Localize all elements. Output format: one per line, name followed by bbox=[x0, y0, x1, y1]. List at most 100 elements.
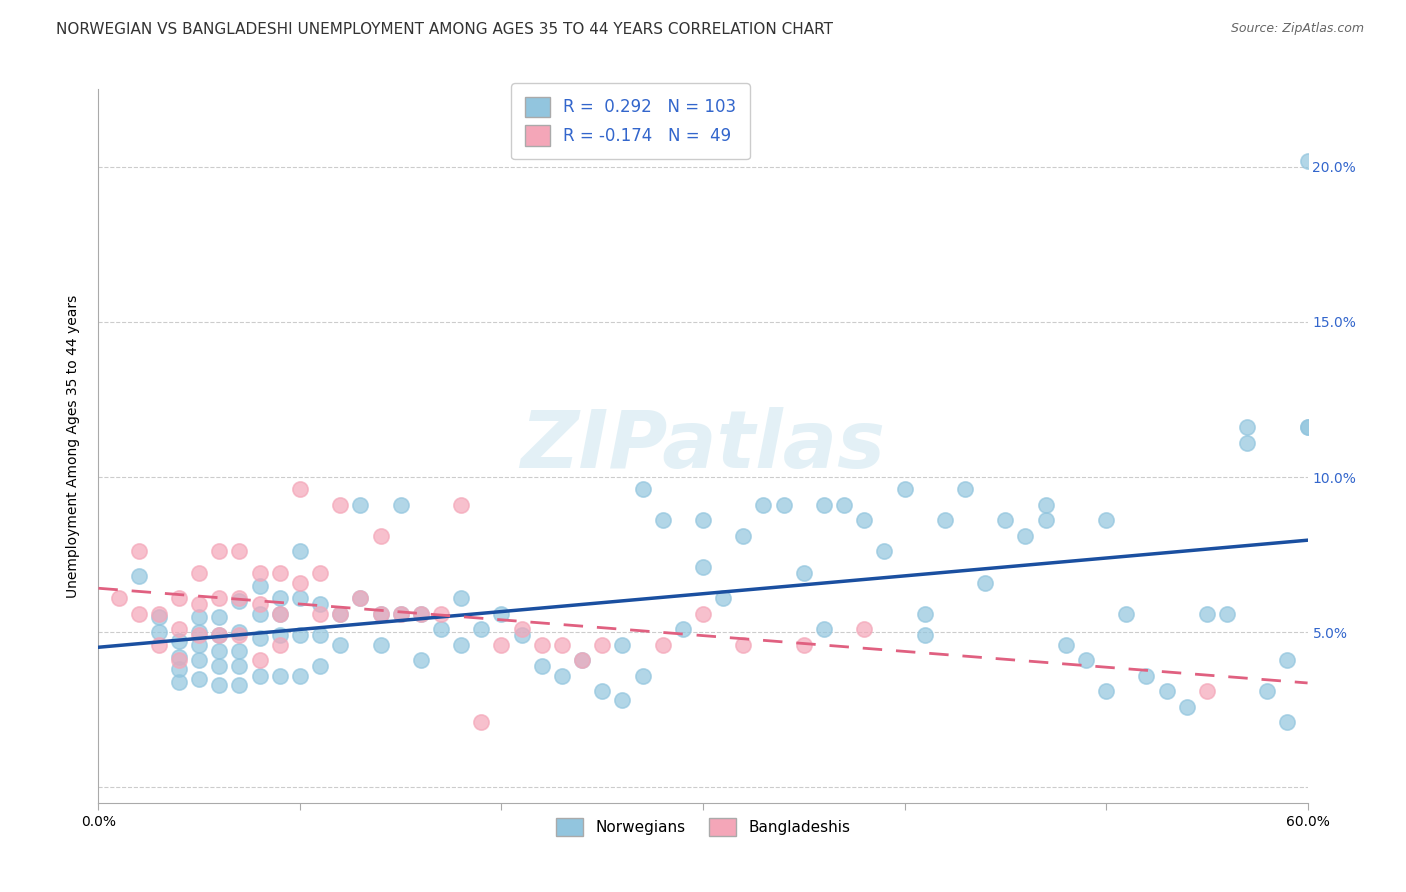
Point bbox=[370, 638, 392, 652]
Point bbox=[430, 607, 453, 621]
Point bbox=[188, 653, 211, 667]
Point bbox=[148, 638, 170, 652]
Point bbox=[612, 693, 634, 707]
Point bbox=[470, 715, 492, 730]
Point bbox=[288, 628, 311, 642]
Point bbox=[269, 668, 291, 682]
Point bbox=[208, 659, 231, 673]
Point bbox=[148, 625, 170, 640]
Text: NORWEGIAN VS BANGLADESHI UNEMPLOYMENT AMONG AGES 35 TO 44 YEARS CORRELATION CHAR: NORWEGIAN VS BANGLADESHI UNEMPLOYMENT AM… bbox=[56, 22, 834, 37]
Point bbox=[1115, 607, 1137, 621]
Point bbox=[631, 483, 654, 497]
Point bbox=[389, 607, 412, 621]
Point bbox=[148, 607, 170, 621]
Point bbox=[1095, 684, 1118, 698]
Point bbox=[269, 628, 291, 642]
Point bbox=[309, 566, 332, 581]
Point bbox=[409, 607, 432, 621]
Point bbox=[772, 498, 794, 512]
Point bbox=[974, 575, 997, 590]
Text: Source: ZipAtlas.com: Source: ZipAtlas.com bbox=[1230, 22, 1364, 36]
Point bbox=[1195, 684, 1218, 698]
Point bbox=[571, 653, 593, 667]
Point bbox=[228, 678, 250, 692]
Point bbox=[128, 607, 150, 621]
Point bbox=[208, 628, 231, 642]
Point bbox=[269, 591, 291, 605]
Point bbox=[249, 566, 271, 581]
Point bbox=[631, 668, 654, 682]
Point bbox=[591, 684, 613, 698]
Point bbox=[269, 607, 291, 621]
Point bbox=[450, 638, 472, 652]
Point bbox=[530, 659, 553, 673]
Point bbox=[389, 607, 412, 621]
Point bbox=[188, 566, 211, 581]
Point bbox=[148, 609, 170, 624]
Point bbox=[893, 483, 915, 497]
Point bbox=[711, 591, 734, 605]
Point bbox=[249, 579, 271, 593]
Point bbox=[409, 607, 432, 621]
Point bbox=[309, 607, 332, 621]
Legend: Norwegians, Bangladeshis: Norwegians, Bangladeshis bbox=[544, 805, 862, 848]
Point bbox=[188, 638, 211, 652]
Point bbox=[188, 672, 211, 686]
Point bbox=[309, 597, 332, 611]
Point bbox=[208, 678, 231, 692]
Point bbox=[914, 607, 936, 621]
Point bbox=[752, 498, 775, 512]
Point bbox=[832, 498, 855, 512]
Point bbox=[228, 644, 250, 658]
Point bbox=[228, 628, 250, 642]
Point bbox=[167, 591, 190, 605]
Point bbox=[1035, 498, 1057, 512]
Point bbox=[269, 566, 291, 581]
Point bbox=[1074, 653, 1097, 667]
Point bbox=[208, 591, 231, 605]
Point bbox=[249, 607, 271, 621]
Point bbox=[188, 625, 211, 640]
Point bbox=[1236, 420, 1258, 434]
Point bbox=[288, 668, 311, 682]
Point bbox=[1277, 653, 1299, 667]
Point bbox=[249, 632, 271, 646]
Point bbox=[733, 529, 755, 543]
Point bbox=[651, 638, 673, 652]
Point bbox=[450, 591, 472, 605]
Point bbox=[953, 483, 976, 497]
Point bbox=[167, 622, 190, 636]
Point bbox=[873, 544, 896, 558]
Point bbox=[1296, 153, 1319, 168]
Point bbox=[1216, 607, 1239, 621]
Point bbox=[1156, 684, 1178, 698]
Point bbox=[188, 609, 211, 624]
Point bbox=[288, 483, 311, 497]
Point bbox=[329, 638, 352, 652]
Point bbox=[1296, 420, 1319, 434]
Point bbox=[1035, 513, 1057, 527]
Point bbox=[228, 659, 250, 673]
Point bbox=[491, 607, 513, 621]
Point bbox=[1256, 684, 1278, 698]
Point bbox=[128, 569, 150, 583]
Point bbox=[370, 607, 392, 621]
Point bbox=[208, 644, 231, 658]
Point bbox=[167, 653, 190, 667]
Point bbox=[813, 622, 835, 636]
Point bbox=[249, 597, 271, 611]
Point bbox=[692, 513, 714, 527]
Point bbox=[409, 653, 432, 667]
Point bbox=[1195, 607, 1218, 621]
Point bbox=[249, 668, 271, 682]
Point bbox=[692, 607, 714, 621]
Point bbox=[208, 609, 231, 624]
Point bbox=[228, 625, 250, 640]
Point bbox=[510, 622, 533, 636]
Point bbox=[288, 591, 311, 605]
Point bbox=[208, 628, 231, 642]
Point bbox=[128, 544, 150, 558]
Point bbox=[167, 674, 190, 689]
Point bbox=[430, 622, 453, 636]
Point bbox=[1175, 699, 1198, 714]
